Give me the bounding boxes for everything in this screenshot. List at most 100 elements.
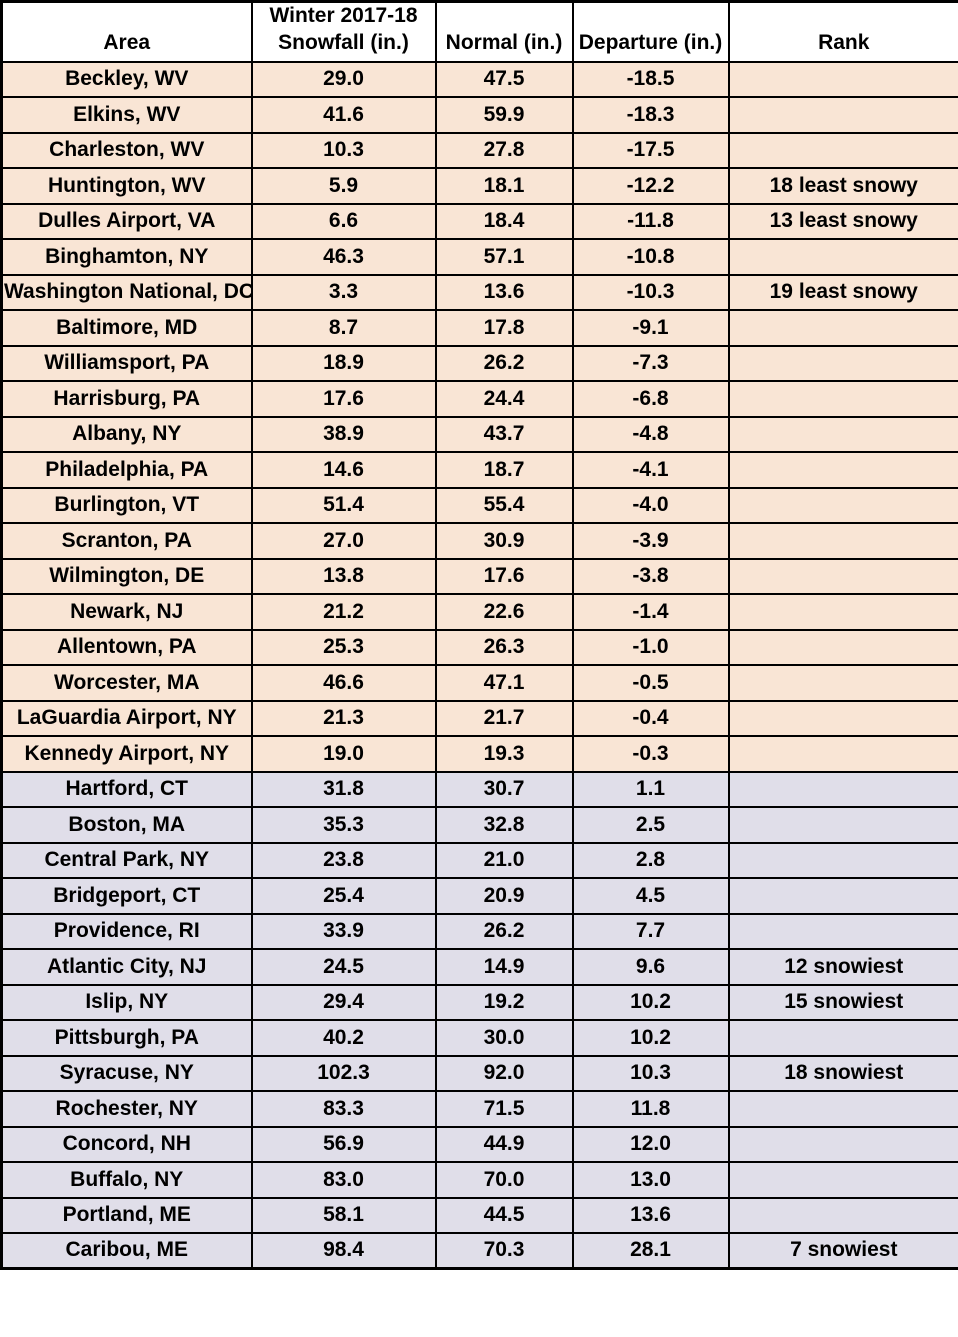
- col-header-normal: Normal (in.): [434, 0, 574, 63]
- departure-cell: -10.3: [571, 273, 730, 312]
- table-row: Portland, ME 58.1 44.5 13.6: [0, 1196, 958, 1235]
- departure-cell: 10.2: [571, 1019, 730, 1057]
- normal-cell: 17.8: [434, 309, 574, 347]
- normal-cell: 24.4: [434, 380, 574, 418]
- departure-cell: 10.3: [571, 1054, 730, 1093]
- col-header-rank: Rank: [727, 0, 958, 63]
- table-row: Elkins, WV 41.6 59.9 -18.3: [0, 96, 958, 134]
- area-cell: Baltimore, MD: [0, 309, 253, 347]
- table-row: Charleston, WV 10.3 27.8 -17.5: [0, 131, 958, 170]
- normal-cell: 18.4: [434, 202, 574, 241]
- normal-cell: 70.0: [434, 1161, 574, 1199]
- departure-cell: 2.5: [571, 806, 730, 844]
- snowfall-cell: 41.6: [250, 96, 437, 134]
- table-row: Harrisburg, PA 17.6 24.4 -6.8: [0, 380, 958, 418]
- snowfall-cell: 8.7: [250, 309, 437, 347]
- area-cell: LaGuardia Airport, NY: [0, 699, 253, 738]
- table-row: Islip, NY 29.4 19.2 10.2 15 snowiest: [0, 983, 958, 1022]
- table-row: Kennedy Airport, NY 19.0 19.3 -0.3: [0, 735, 958, 773]
- area-cell: Wilmington, DE: [0, 557, 253, 596]
- snowfall-cell: 31.8: [250, 770, 437, 809]
- snowfall-cell: 21.2: [250, 593, 437, 631]
- table-row: Worcester, MA 46.6 47.1 -0.5: [0, 664, 958, 702]
- normal-cell: 30.0: [434, 1019, 574, 1057]
- area-cell: Pittsburgh, PA: [0, 1019, 253, 1057]
- normal-cell: 26.2: [434, 912, 574, 951]
- area-cell: Concord, NH: [0, 1125, 253, 1164]
- snowfall-cell: 56.9: [250, 1125, 437, 1164]
- normal-cell: 19.2: [434, 983, 574, 1022]
- snowfall-cell: 83.3: [250, 1090, 437, 1128]
- rank-cell: [727, 415, 958, 454]
- area-cell: Syracuse, NY: [0, 1054, 253, 1093]
- rank-cell: [727, 628, 958, 667]
- snowfall-cell: 6.6: [250, 202, 437, 241]
- table-row: Central Park, NY 23.8 21.0 2.8: [0, 841, 958, 880]
- table-row: Huntington, WV 5.9 18.1 -12.2 18 least snowy: [0, 167, 958, 205]
- normal-cell: 17.6: [434, 557, 574, 596]
- table-row: Buffalo, NY 83.0 70.0 13.0: [0, 1161, 958, 1199]
- snowfall-cell: 3.3: [250, 273, 437, 312]
- departure-cell: -0.3: [571, 735, 730, 773]
- table-row: Newark, NJ 21.2 22.6 -1.4: [0, 593, 958, 631]
- departure-cell: -18.3: [571, 96, 730, 134]
- table-row: Pittsburgh, PA 40.2 30.0 10.2: [0, 1019, 958, 1057]
- snowfall-cell: 46.3: [250, 238, 437, 276]
- rank-cell: [727, 96, 958, 134]
- snowfall-cell: 25.4: [250, 877, 437, 915]
- departure-cell: 13.0: [571, 1161, 730, 1199]
- area-cell: Beckley, WV: [0, 60, 253, 99]
- table-row: Caribou, ME 98.4 70.3 28.1 7 snowiest: [0, 1232, 958, 1270]
- normal-cell: 19.3: [434, 735, 574, 773]
- rank-cell: [727, 451, 958, 489]
- table-row: Providence, RI 33.9 26.2 7.7: [0, 912, 958, 951]
- area-cell: Caribou, ME: [0, 1232, 253, 1270]
- rank-cell: [727, 664, 958, 702]
- snowfall-cell: 19.0: [250, 735, 437, 773]
- snowfall-cell: 18.9: [250, 344, 437, 383]
- departure-cell: -3.8: [571, 557, 730, 596]
- normal-cell: 22.6: [434, 593, 574, 631]
- rank-cell: 18 snowiest: [727, 1054, 958, 1093]
- normal-cell: 21.7: [434, 699, 574, 738]
- departure-cell: 13.6: [571, 1196, 730, 1235]
- departure-cell: -11.8: [571, 202, 730, 241]
- table-row: Binghamton, NY 46.3 57.1 -10.8: [0, 238, 958, 276]
- rank-cell: [727, 380, 958, 418]
- departure-cell: -6.8: [571, 380, 730, 418]
- snowfall-cell: 83.0: [250, 1161, 437, 1199]
- departure-cell: 11.8: [571, 1090, 730, 1128]
- table-row: Albany, NY 38.9 43.7 -4.8: [0, 415, 958, 454]
- departure-cell: 28.1: [571, 1232, 730, 1270]
- normal-cell: 21.0: [434, 841, 574, 880]
- table-row: Allentown, PA 25.3 26.3 -1.0: [0, 628, 958, 667]
- snowfall-cell: 21.3: [250, 699, 437, 738]
- departure-cell: 12.0: [571, 1125, 730, 1164]
- normal-cell: 57.1: [434, 238, 574, 276]
- departure-cell: -17.5: [571, 131, 730, 170]
- snowfall-cell: 13.8: [250, 557, 437, 596]
- area-cell: Worcester, MA: [0, 664, 253, 702]
- departure-cell: -10.8: [571, 238, 730, 276]
- rank-cell: 18 least snowy: [727, 167, 958, 205]
- normal-cell: 30.9: [434, 522, 574, 560]
- area-cell: Rochester, NY: [0, 1090, 253, 1128]
- snowfall-cell: 23.8: [250, 841, 437, 880]
- departure-cell: -7.3: [571, 344, 730, 383]
- rank-cell: [727, 1161, 958, 1199]
- departure-cell: -4.8: [571, 415, 730, 454]
- area-cell: Islip, NY: [0, 983, 253, 1022]
- snowfall-cell: 102.3: [250, 1054, 437, 1093]
- departure-cell: -4.1: [571, 451, 730, 489]
- rank-cell: [727, 699, 958, 738]
- snowfall-cell: 29.4: [250, 983, 437, 1022]
- rank-cell: [727, 522, 958, 560]
- normal-cell: 43.7: [434, 415, 574, 454]
- table-row: Scranton, PA 27.0 30.9 -3.9: [0, 522, 958, 560]
- table-row: Williamsport, PA 18.9 26.2 -7.3: [0, 344, 958, 383]
- normal-cell: 71.5: [434, 1090, 574, 1128]
- table-body: Beckley, WV 29.0 47.5 -18.5 Elkins, WV 41.6 59…: [0, 60, 958, 1270]
- area-cell: Portland, ME: [0, 1196, 253, 1235]
- departure-cell: -1.4: [571, 593, 730, 631]
- header-row: Area Winter 2017-18 Snowfall (in.) Norma…: [0, 0, 958, 63]
